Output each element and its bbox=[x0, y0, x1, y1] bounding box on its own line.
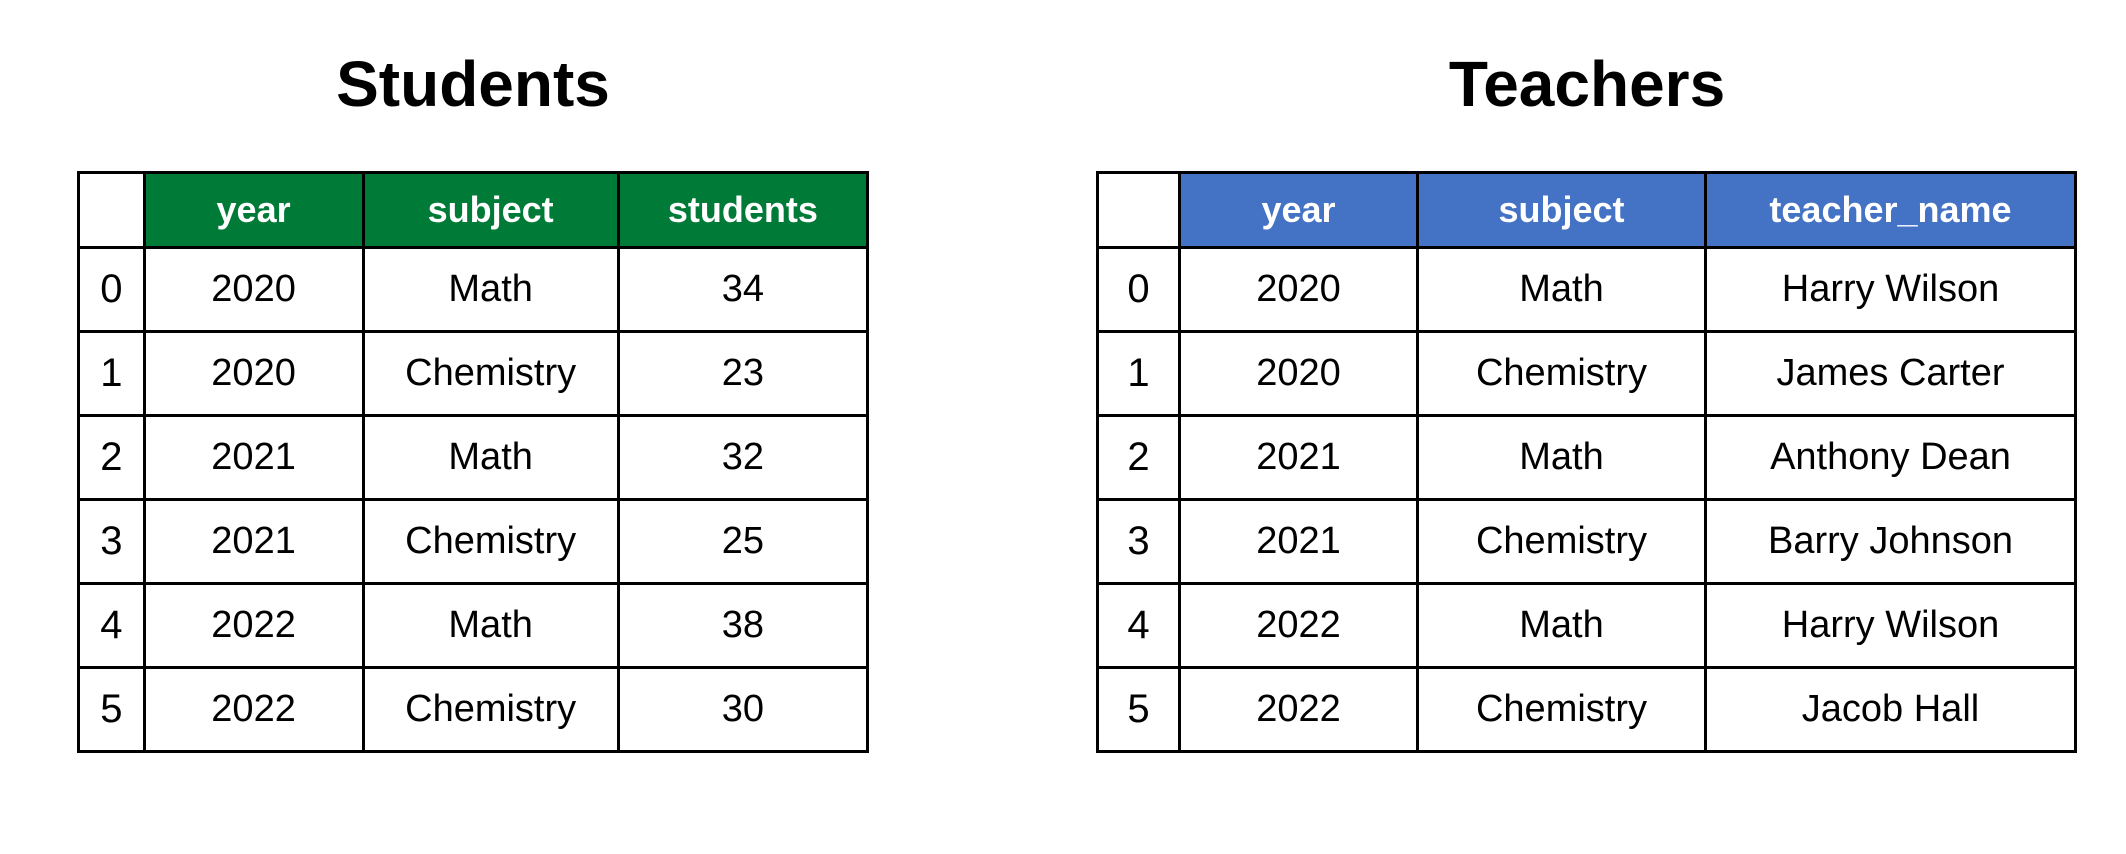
students-index-header bbox=[77, 171, 146, 249]
year-cell: 2021 bbox=[142, 414, 365, 501]
row-index: 0 bbox=[77, 246, 146, 333]
table-row: 2 2021 Math Anthony Dean bbox=[1096, 414, 2077, 501]
year-cell: 2022 bbox=[1178, 666, 1419, 753]
students-cell: 25 bbox=[616, 498, 870, 585]
row-index: 4 bbox=[1096, 582, 1181, 669]
table-row: 1 2020 Chemistry James Carter bbox=[1096, 330, 2077, 417]
students-header-row: year subject students bbox=[77, 171, 870, 249]
year-cell: 2020 bbox=[1178, 246, 1419, 333]
subject-cell: Chemistry bbox=[1416, 498, 1707, 585]
row-index: 1 bbox=[77, 330, 146, 417]
subject-cell: Math bbox=[1416, 582, 1707, 669]
table-row: 3 2021 Chemistry Barry Johnson bbox=[1096, 498, 2077, 585]
teacher-name-cell: Barry Johnson bbox=[1704, 498, 2077, 585]
teachers-header-row: year subject teacher_name bbox=[1096, 171, 2077, 249]
row-index: 2 bbox=[1096, 414, 1181, 501]
row-index: 4 bbox=[77, 582, 146, 669]
subject-cell: Math bbox=[361, 414, 620, 501]
subject-cell: Chemistry bbox=[361, 666, 620, 753]
year-cell: 2022 bbox=[1178, 582, 1419, 669]
row-index: 1 bbox=[1096, 330, 1181, 417]
table-row: 4 2022 Math 38 bbox=[77, 582, 870, 669]
table-row: 2 2021 Math 32 bbox=[77, 414, 870, 501]
table-row: 5 2022 Chemistry Jacob Hall bbox=[1096, 666, 2077, 753]
teachers-table: year subject teacher_name 0 2020 Math Ha… bbox=[1096, 171, 2077, 753]
students-table: year subject students 0 2020 Math 34 1 2… bbox=[77, 171, 870, 753]
students-column-header-year: year bbox=[142, 171, 365, 249]
subject-cell: Math bbox=[1416, 414, 1707, 501]
students-title: Students bbox=[336, 48, 610, 120]
year-cell: 2020 bbox=[142, 246, 365, 333]
teacher-name-cell: Harry Wilson bbox=[1704, 246, 2077, 333]
row-index: 3 bbox=[1096, 498, 1181, 585]
row-index: 0 bbox=[1096, 246, 1181, 333]
year-cell: 2022 bbox=[142, 666, 365, 753]
students-cell: 23 bbox=[616, 330, 870, 417]
row-index: 3 bbox=[77, 498, 146, 585]
students-column-header-students: students bbox=[616, 171, 870, 249]
students-cell: 32 bbox=[616, 414, 870, 501]
students-cell: 38 bbox=[616, 582, 870, 669]
table-row: 0 2020 Math Harry Wilson bbox=[1096, 246, 2077, 333]
table-row: 5 2022 Chemistry 30 bbox=[77, 666, 870, 753]
teacher-name-cell: Anthony Dean bbox=[1704, 414, 2077, 501]
row-index: 2 bbox=[77, 414, 146, 501]
row-index: 5 bbox=[1096, 666, 1181, 753]
subject-cell: Chemistry bbox=[361, 498, 620, 585]
teachers-column-header-subject: subject bbox=[1416, 171, 1707, 249]
year-cell: 2021 bbox=[1178, 414, 1419, 501]
year-cell: 2021 bbox=[142, 498, 365, 585]
row-index: 5 bbox=[77, 666, 146, 753]
subject-cell: Chemistry bbox=[1416, 666, 1707, 753]
subject-cell: Chemistry bbox=[1416, 330, 1707, 417]
table-row: 0 2020 Math 34 bbox=[77, 246, 870, 333]
teacher-name-cell: James Carter bbox=[1704, 330, 2077, 417]
subject-cell: Chemistry bbox=[361, 330, 620, 417]
year-cell: 2021 bbox=[1178, 498, 1419, 585]
table-row: 4 2022 Math Harry Wilson bbox=[1096, 582, 2077, 669]
subject-cell: Math bbox=[361, 246, 620, 333]
table-row: 1 2020 Chemistry 23 bbox=[77, 330, 870, 417]
table-row: 3 2021 Chemistry 25 bbox=[77, 498, 870, 585]
students-cell: 34 bbox=[616, 246, 870, 333]
teachers-column-header-year: year bbox=[1178, 171, 1419, 249]
teachers-index-header bbox=[1096, 171, 1181, 249]
year-cell: 2020 bbox=[142, 330, 365, 417]
year-cell: 2020 bbox=[1178, 330, 1419, 417]
teachers-column-header-teacher-name: teacher_name bbox=[1704, 171, 2077, 249]
subject-cell: Math bbox=[361, 582, 620, 669]
students-column-header-subject: subject bbox=[361, 171, 620, 249]
teacher-name-cell: Jacob Hall bbox=[1704, 666, 2077, 753]
teachers-title: Teachers bbox=[1448, 48, 1726, 120]
teacher-name-cell: Harry Wilson bbox=[1704, 582, 2077, 669]
year-cell: 2022 bbox=[142, 582, 365, 669]
subject-cell: Math bbox=[1416, 246, 1707, 333]
students-cell: 30 bbox=[616, 666, 870, 753]
